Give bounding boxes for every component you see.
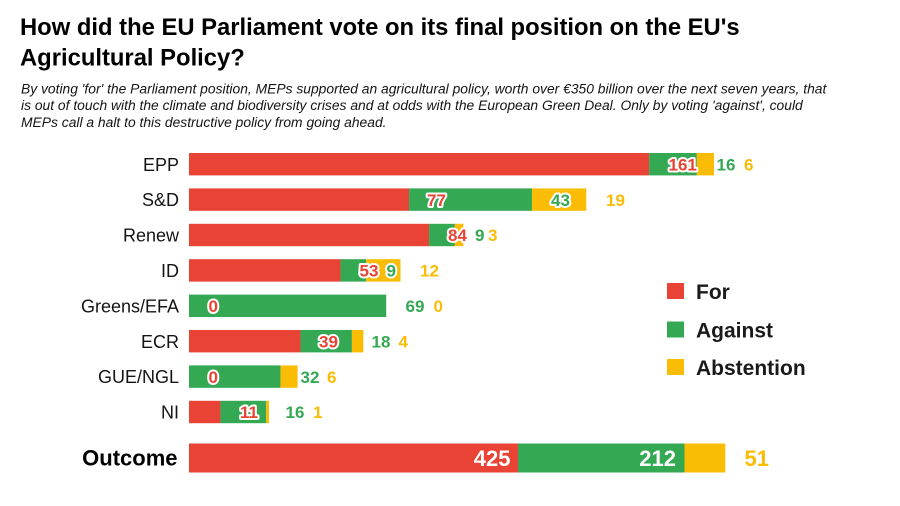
svg-text:Outcome: Outcome [82,446,177,471]
svg-text:NI: NI [161,403,179,423]
svg-text:By voting 'for' the Parliament: By voting 'for' the Parliament position,… [21,81,827,97]
svg-text:ID: ID [161,261,179,281]
svg-text:43: 43 [551,191,570,210]
svg-text:EPP: EPP [143,155,179,175]
svg-text:425: 425 [474,446,511,471]
svg-text:is out of touch with the clima: is out of touch with the climate and bio… [21,97,804,113]
svg-text:How did the EU Parliament vote: How did the EU Parliament vote on its fi… [20,14,740,41]
svg-text:51: 51 [745,446,769,471]
svg-text:16: 16 [286,403,305,422]
svg-text:77: 77 [427,191,446,210]
svg-text:6: 6 [744,155,753,174]
svg-text:0: 0 [209,368,218,387]
svg-text:Abstention: Abstention [696,357,806,380]
svg-text:84: 84 [448,226,467,245]
svg-text:ECR: ECR [141,332,179,352]
svg-text:9: 9 [387,262,396,281]
svg-text:12: 12 [420,262,439,281]
svg-text:4: 4 [399,332,409,351]
svg-text:19: 19 [606,191,625,210]
svg-text:For: For [696,281,730,304]
svg-text:11: 11 [240,403,258,422]
svg-text:212: 212 [639,446,676,471]
svg-text:Greens/EFA: Greens/EFA [81,296,179,316]
svg-text:Against: Against [696,319,773,342]
svg-text:39: 39 [319,332,338,351]
svg-text:32: 32 [301,368,320,387]
svg-text:0: 0 [209,297,218,316]
svg-text:Agricultural Policy?: Agricultural Policy? [20,44,245,71]
svg-text:16: 16 [717,155,736,174]
svg-text:161: 161 [669,155,697,174]
svg-text:6: 6 [327,368,336,387]
svg-text:S&D: S&D [142,190,179,210]
svg-text:18: 18 [372,332,391,351]
svg-text:0: 0 [434,297,443,316]
svg-text:GUE/NGL: GUE/NGL [98,367,179,387]
svg-text:Renew: Renew [123,226,180,246]
svg-text:3: 3 [488,226,497,245]
svg-text:1: 1 [313,403,322,422]
svg-text:9: 9 [475,226,484,245]
svg-text:MEPs call a halt to this destr: MEPs call a halt to this destructive pol… [21,114,387,130]
svg-text:69: 69 [406,297,425,316]
svg-text:53: 53 [360,262,379,281]
